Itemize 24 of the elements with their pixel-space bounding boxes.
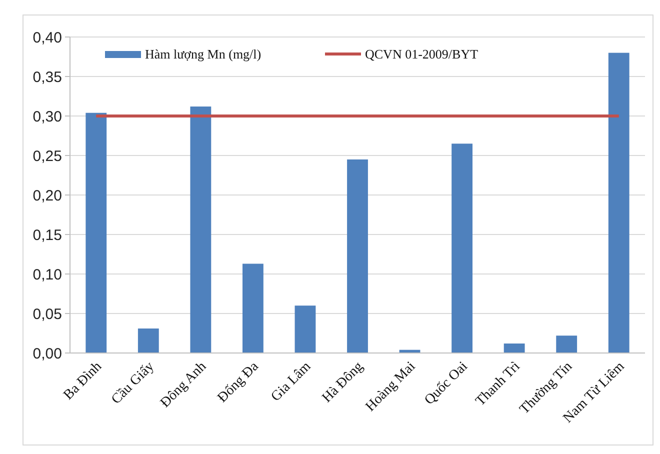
y-tick-label: 0,40 xyxy=(32,29,62,46)
legend-label: Hàm lượng Mn (mg/l) xyxy=(145,46,262,62)
y-tick-label: 0,05 xyxy=(32,306,62,323)
y-tick-label: 0,30 xyxy=(32,108,62,126)
bar xyxy=(556,336,578,353)
bar xyxy=(242,264,264,353)
bar xyxy=(608,52,630,353)
y-tick-label: 0,35 xyxy=(32,68,62,86)
bar xyxy=(86,112,107,353)
bar xyxy=(347,159,368,353)
y-tick-label: 0,15 xyxy=(32,226,62,244)
legend-label: QCVN 01-2009/BYT xyxy=(365,46,478,62)
bar xyxy=(138,328,159,353)
x-tick-label: Cầu Giấy xyxy=(108,359,158,408)
bar xyxy=(190,106,212,353)
x-tick-label: Ba Đình xyxy=(61,359,105,404)
y-tick-label: 0,00 xyxy=(32,345,62,362)
y-tick-label: 0,25 xyxy=(32,148,62,165)
bar xyxy=(504,344,525,353)
bar xyxy=(294,306,316,353)
x-tick-label: Gia Lâm xyxy=(268,359,314,405)
bar xyxy=(452,144,472,353)
y-tick-label: 0,10 xyxy=(32,266,62,284)
y-tick-label: 0,20 xyxy=(32,187,62,204)
